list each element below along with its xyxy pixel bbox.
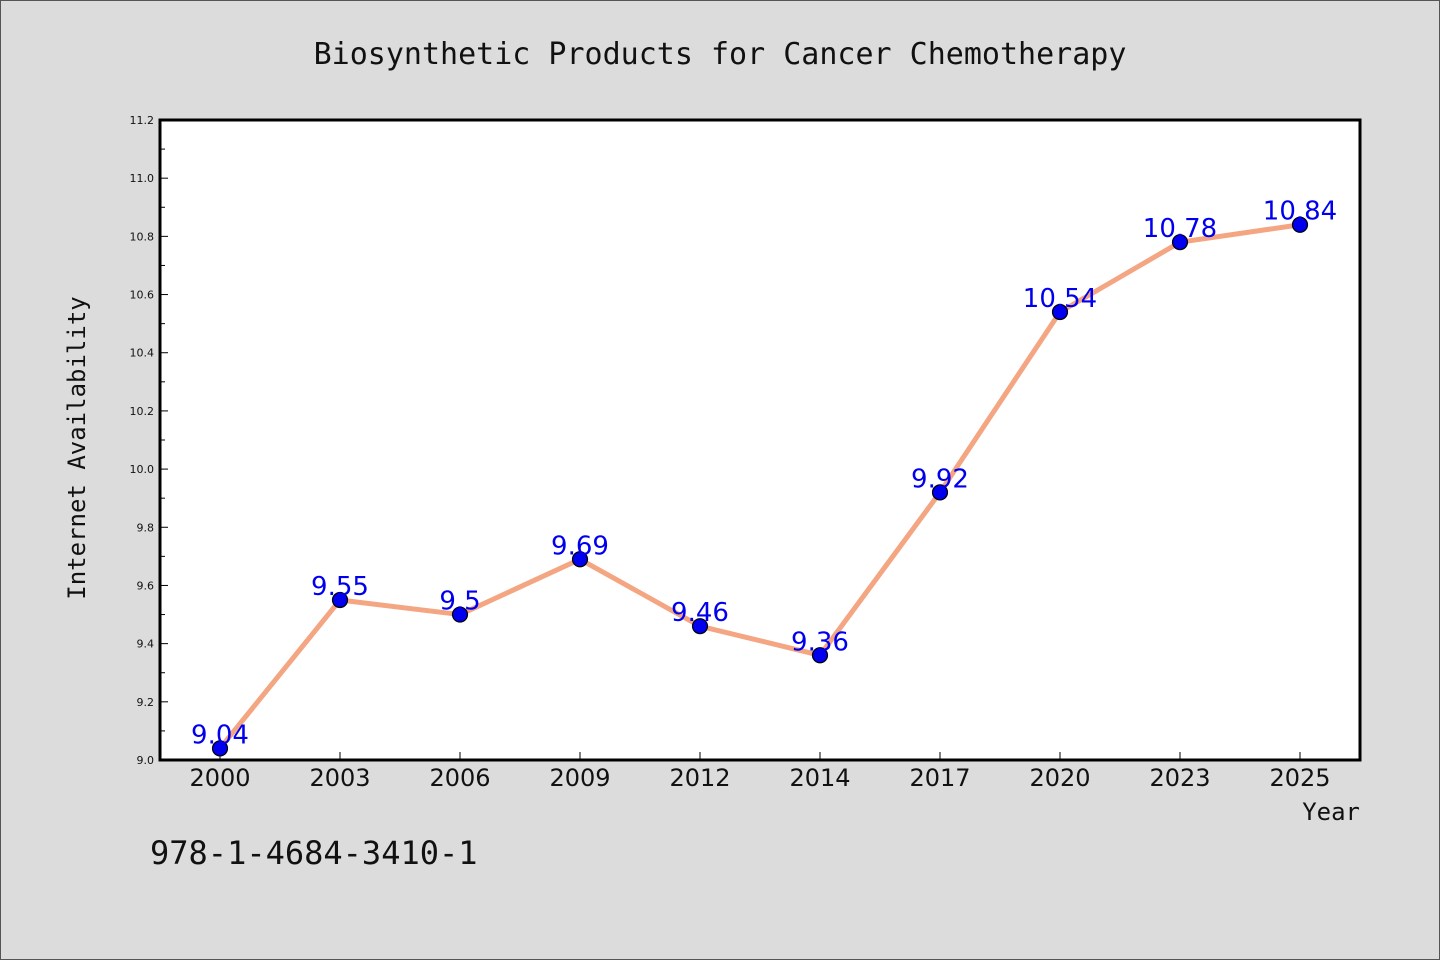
data-point: [1171, 234, 1189, 251]
data-label: 9.5: [439, 587, 480, 617]
data-label: 9.69: [551, 531, 609, 561]
y-tick-label: 9.8: [137, 521, 155, 534]
x-tick-label: 2025: [1269, 764, 1330, 792]
data-point: [331, 591, 349, 609]
x-tick-label: 2006: [429, 764, 490, 792]
y-tick-label: 10.6: [130, 289, 155, 302]
data-label: 9.55: [311, 572, 369, 602]
y-tick-label: 10.2: [130, 405, 155, 418]
axis-ticks: 9.0 9.2 9.4 9.6 9.8 10.0 10.2 10.4 10.6 10.8 11.0 1…: [130, 114, 1331, 792]
data-point: [1291, 216, 1309, 233]
y-tick-label: 11.0: [130, 172, 155, 185]
y-tick-label: 10.8: [130, 230, 155, 243]
x-axis-label: Year: [1302, 798, 1360, 826]
data-point: [211, 740, 229, 757]
data-point: [571, 551, 589, 568]
x-tick-label: 2014: [789, 764, 850, 792]
data-label: 9.92: [911, 464, 969, 494]
x-tick-label: 2023: [1149, 764, 1210, 792]
x-tick-label: 2017: [909, 764, 970, 792]
data-label: 9.36: [791, 627, 849, 657]
data-point: [691, 618, 709, 635]
data-label: 9.46: [671, 598, 729, 628]
x-tick-label: 2003: [309, 764, 370, 792]
y-axis-label: Internet Availability: [63, 296, 91, 599]
chart-title: Biosynthetic Products for Cancer Chemoth…: [314, 37, 1127, 72]
x-tick-label: 2009: [549, 764, 610, 792]
y-tick-label: 10.4: [130, 347, 155, 360]
y-tick-label: 9.4: [137, 638, 155, 651]
data-label: 9.04: [191, 720, 249, 750]
y-tick-label: 10.0: [130, 463, 155, 476]
y-tick-label: 11.2: [130, 114, 155, 127]
x-tick-label: 2020: [1029, 764, 1090, 792]
data-point: [451, 606, 469, 623]
data-label: 10.78: [1143, 214, 1217, 244]
footer-isbn: 978-1-4684-3410-1: [150, 834, 478, 872]
data-point: [811, 647, 829, 664]
data-label: 10.54: [1023, 284, 1097, 314]
series-line: [217, 222, 1303, 751]
data-point: [1051, 303, 1069, 321]
series-layer: 9.04 9.55 9.5 9.69 9.46 9.36 9.92 10.54 10.78 10.…: [191, 197, 1337, 757]
y-tick-label: 9.2: [137, 696, 155, 709]
y-tick-label: 9.6: [137, 579, 155, 592]
x-tick-label: 2000: [189, 764, 250, 792]
y-tick-label: 9.0: [137, 754, 155, 767]
data-point: [931, 484, 949, 501]
plot-area: [158, 118, 1362, 762]
data-label: 10.84: [1263, 197, 1337, 227]
x-tick-label: 2012: [669, 764, 730, 792]
